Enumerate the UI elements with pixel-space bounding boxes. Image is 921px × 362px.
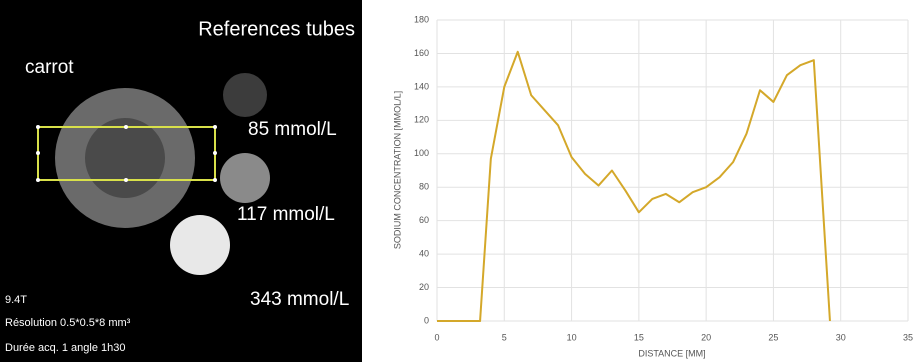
x-tick-label: 35 [903,332,913,342]
info-text: Durée acq. 1 angle 1h30 [5,342,125,354]
tube-label: 117 mmol/L [237,204,335,225]
y-tick-label: 140 [414,81,429,91]
x-tick-label: 25 [768,332,778,342]
page: References tubes carrot 85 mmol/L 117 mm… [0,0,921,362]
tube-label: 343 mmol/L [250,289,349,310]
x-tick-label: 30 [836,332,846,342]
image-title: References tubes [198,18,355,40]
tube-343 [170,215,230,275]
info-text: Résolution 0.5*0.5*8 mm³ [5,317,131,329]
y-tick-label: 40 [419,248,429,258]
x-tick-label: 0 [434,332,439,342]
y-tick-label: 0 [424,315,429,325]
tube-117 [220,153,270,203]
y-tick-label: 20 [419,282,429,292]
x-tick-label: 15 [634,332,644,342]
mri-panel: References tubes carrot 85 mmol/L 117 mm… [0,0,362,362]
x-tick-label: 5 [502,332,507,342]
x-axis-title: DISTANCE [MM] [638,348,705,358]
y-tick-label: 100 [414,148,429,158]
y-axis-title: SODIUM CONCENTRATION [MMOL/L] [392,91,402,249]
info-text: 9.4T [5,294,27,306]
sample-label: carrot [25,57,74,78]
y-tick-label: 120 [414,115,429,125]
y-tick-label: 60 [419,215,429,225]
data-line [437,52,830,321]
y-tick-label: 80 [419,182,429,192]
carrot-core [85,118,165,198]
y-tick-label: 180 [414,14,429,24]
tube-85 [223,73,267,117]
x-tick-label: 20 [701,332,711,342]
x-tick-label: 10 [567,332,577,342]
figure: References tubes carrot 85 mmol/L 117 mm… [0,0,921,362]
y-tick-label: 160 [414,48,429,58]
tube-label: 85 mmol/L [248,119,337,140]
